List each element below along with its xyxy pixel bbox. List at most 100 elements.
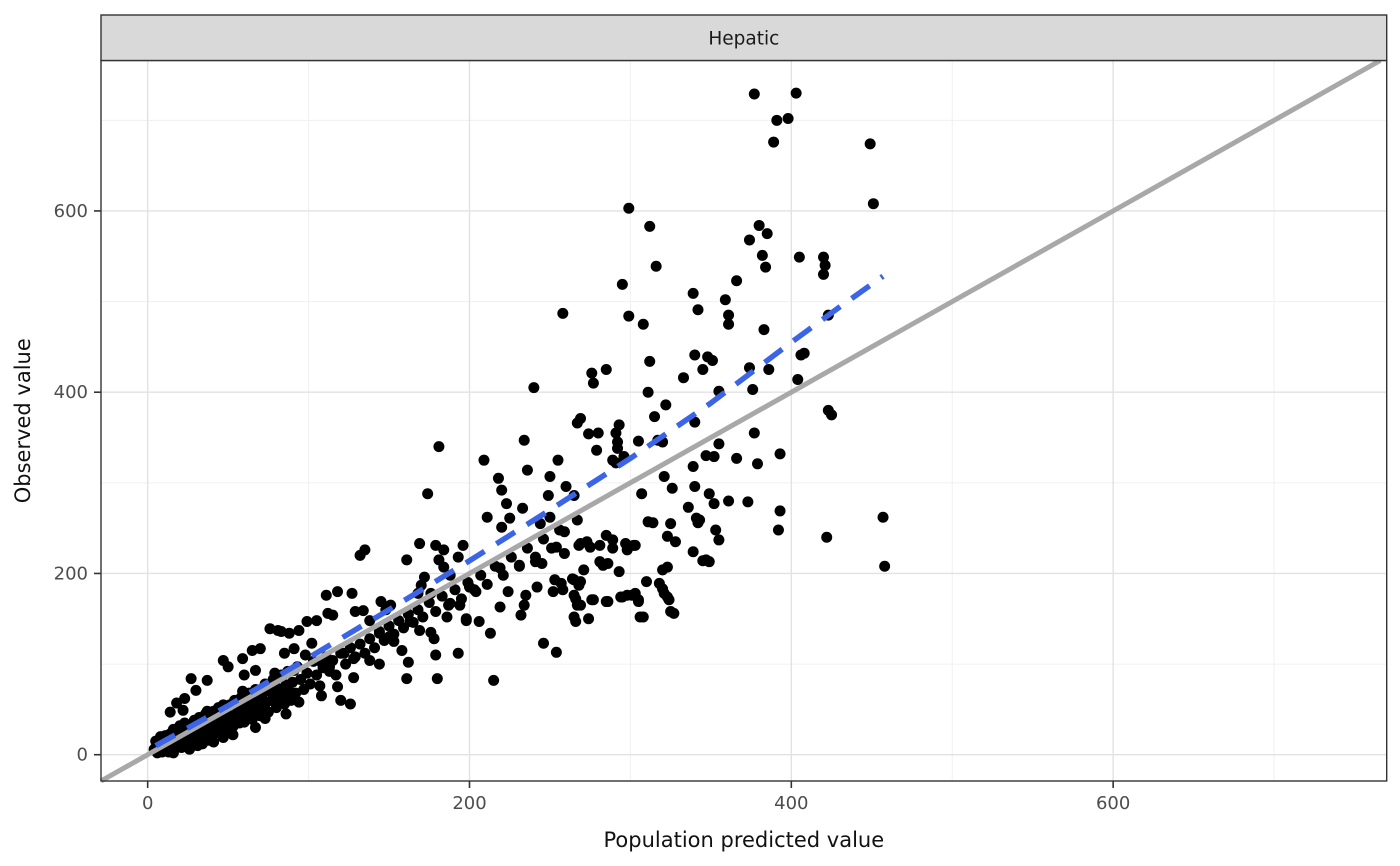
data-point <box>587 594 599 606</box>
data-point <box>401 673 413 685</box>
data-point <box>607 534 619 546</box>
y-tick-label: 0 <box>77 745 88 766</box>
data-point <box>763 364 775 376</box>
data-point <box>167 747 179 759</box>
data-point <box>700 554 712 566</box>
data-point <box>301 667 313 679</box>
data-point <box>468 584 480 596</box>
data-point <box>591 444 603 456</box>
data-point <box>597 559 609 571</box>
data-point <box>689 349 701 361</box>
data-point <box>293 625 305 637</box>
data-point <box>650 260 662 272</box>
data-point <box>481 511 493 523</box>
x-tick-label: 600 <box>1096 793 1130 814</box>
data-point <box>430 606 442 618</box>
data-point <box>349 606 361 618</box>
data-point <box>600 364 612 376</box>
data-point <box>407 616 419 628</box>
data-point <box>164 706 176 718</box>
data-point <box>208 736 220 748</box>
data-point <box>877 511 889 523</box>
data-point <box>623 310 635 322</box>
data-point <box>481 578 493 590</box>
identity-line <box>99 58 1382 784</box>
data-point <box>708 451 720 463</box>
data-point <box>332 681 344 693</box>
data-point <box>494 601 506 613</box>
data-point <box>592 427 604 439</box>
data-point <box>505 551 517 563</box>
data-point <box>613 566 625 578</box>
data-point <box>644 355 656 367</box>
y-tick-label: 400 <box>54 382 88 403</box>
data-point <box>357 605 369 617</box>
data-point <box>237 685 249 697</box>
data-point <box>610 427 622 439</box>
data-point <box>452 551 464 563</box>
data-point <box>575 599 587 611</box>
data-point <box>269 667 281 679</box>
data-point <box>723 495 735 507</box>
data-point <box>227 729 239 741</box>
data-point <box>441 611 453 623</box>
x-tick-label: 200 <box>452 793 486 814</box>
data-point <box>513 560 525 572</box>
data-point <box>460 615 472 627</box>
data-point <box>748 427 760 439</box>
data-point <box>687 287 699 299</box>
data-point <box>793 251 805 263</box>
data-point <box>354 638 366 650</box>
data-point <box>568 611 580 623</box>
data-point <box>538 637 550 649</box>
data-point <box>756 249 768 261</box>
data-point <box>637 611 649 623</box>
data-point <box>636 488 648 500</box>
data-point <box>249 722 261 734</box>
data-point <box>346 587 358 599</box>
data-point <box>455 593 467 605</box>
data-point <box>177 704 189 716</box>
data-point <box>515 609 527 621</box>
data-point <box>647 517 659 529</box>
data-point <box>703 488 715 500</box>
data-point <box>772 524 784 536</box>
data-point <box>327 609 339 621</box>
data-point <box>190 684 202 696</box>
data-point <box>594 539 606 551</box>
data-point <box>201 674 213 686</box>
data-point <box>473 615 485 627</box>
data-point <box>301 615 313 627</box>
data-point <box>288 643 300 655</box>
data-point <box>723 309 735 321</box>
data-point <box>689 480 701 492</box>
data-point <box>354 549 366 561</box>
data-point <box>304 678 316 690</box>
data-point <box>661 530 673 542</box>
data-point <box>249 664 261 676</box>
facet-strip-label: Hepatic <box>708 28 779 49</box>
data-point <box>462 577 474 589</box>
data-point <box>428 633 440 645</box>
data-point <box>449 584 461 596</box>
data-point <box>201 705 213 717</box>
data-point <box>388 628 400 640</box>
data-point <box>259 712 271 724</box>
data-point <box>520 589 532 601</box>
data-point <box>678 372 690 384</box>
data-point <box>653 577 665 589</box>
data-point <box>280 708 292 720</box>
data-point <box>414 625 426 637</box>
data-point <box>687 546 699 558</box>
data-point <box>484 627 496 639</box>
data-point <box>761 228 773 240</box>
data-point <box>682 501 694 513</box>
data-point <box>402 656 414 668</box>
y-tick-label: 600 <box>54 201 88 222</box>
data-point <box>335 647 347 659</box>
data-point <box>518 434 530 446</box>
data-point <box>554 524 566 536</box>
data-point <box>254 643 266 655</box>
data-point <box>431 673 443 685</box>
